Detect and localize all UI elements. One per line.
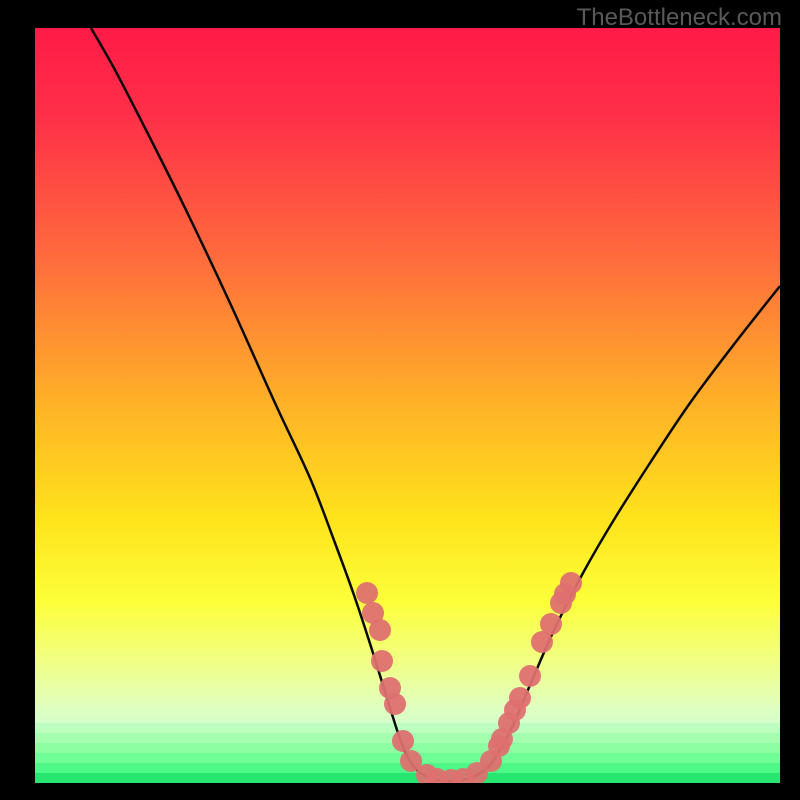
data-marker: [371, 650, 393, 672]
chart-stage: TheBottleneck.com: [0, 0, 800, 800]
plot-area: [35, 28, 780, 783]
data-marker: [392, 730, 414, 752]
curve-layer: [35, 28, 780, 783]
data-marker: [369, 619, 391, 641]
data-marker: [519, 665, 541, 687]
data-marker: [540, 613, 562, 635]
v-curve: [91, 28, 780, 781]
data-marker: [356, 582, 378, 604]
data-marker: [384, 693, 406, 715]
data-marker: [560, 572, 582, 594]
data-marker: [509, 687, 531, 709]
